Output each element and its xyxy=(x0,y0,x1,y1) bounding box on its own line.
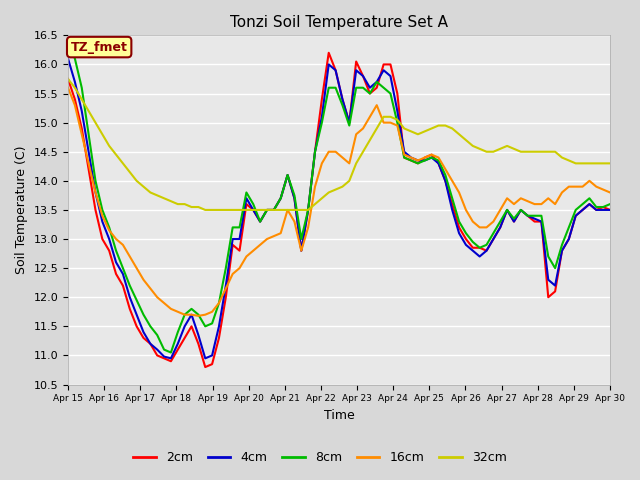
4cm xyxy=(311,149,319,155)
16cm xyxy=(195,313,202,319)
2cm xyxy=(64,76,72,82)
2cm xyxy=(428,152,435,157)
32cm xyxy=(394,117,401,122)
2cm xyxy=(407,157,415,163)
Line: 16cm: 16cm xyxy=(68,88,610,316)
4cm xyxy=(394,108,401,114)
Text: TZ_fmet: TZ_fmet xyxy=(71,41,127,54)
8cm xyxy=(64,38,72,44)
X-axis label: Time: Time xyxy=(324,409,355,422)
2cm xyxy=(325,50,333,56)
4cm xyxy=(401,149,408,155)
8cm xyxy=(401,155,408,160)
32cm xyxy=(401,126,408,132)
Legend: 2cm, 4cm, 8cm, 16cm, 32cm: 2cm, 4cm, 8cm, 16cm, 32cm xyxy=(128,446,512,469)
2cm xyxy=(606,207,614,213)
32cm xyxy=(551,149,559,155)
32cm xyxy=(202,207,209,213)
32cm xyxy=(606,160,614,166)
16cm xyxy=(606,190,614,195)
16cm xyxy=(421,155,429,160)
4cm xyxy=(421,157,429,163)
2cm xyxy=(558,248,566,253)
8cm xyxy=(394,120,401,125)
Title: Tonzi Soil Temperature Set A: Tonzi Soil Temperature Set A xyxy=(230,15,448,30)
32cm xyxy=(64,76,72,82)
2cm xyxy=(401,155,408,160)
4cm xyxy=(606,207,614,213)
4cm xyxy=(167,356,175,361)
16cm xyxy=(442,166,449,172)
8cm xyxy=(167,349,175,355)
8cm xyxy=(311,149,319,155)
4cm xyxy=(64,56,72,61)
16cm xyxy=(394,123,401,129)
Line: 32cm: 32cm xyxy=(68,79,610,210)
32cm xyxy=(311,201,319,207)
32cm xyxy=(442,123,449,129)
16cm xyxy=(401,152,408,157)
Line: 2cm: 2cm xyxy=(68,53,610,367)
8cm xyxy=(442,172,449,178)
2cm xyxy=(202,364,209,370)
16cm xyxy=(311,184,319,190)
4cm xyxy=(551,283,559,288)
2cm xyxy=(449,201,456,207)
16cm xyxy=(551,201,559,207)
Y-axis label: Soil Temperature (C): Soil Temperature (C) xyxy=(15,145,28,274)
Line: 4cm: 4cm xyxy=(68,59,610,359)
8cm xyxy=(606,201,614,207)
4cm xyxy=(442,178,449,184)
32cm xyxy=(421,129,429,134)
Line: 8cm: 8cm xyxy=(68,41,610,352)
2cm xyxy=(311,149,319,155)
16cm xyxy=(64,85,72,91)
8cm xyxy=(421,157,429,163)
8cm xyxy=(551,265,559,271)
